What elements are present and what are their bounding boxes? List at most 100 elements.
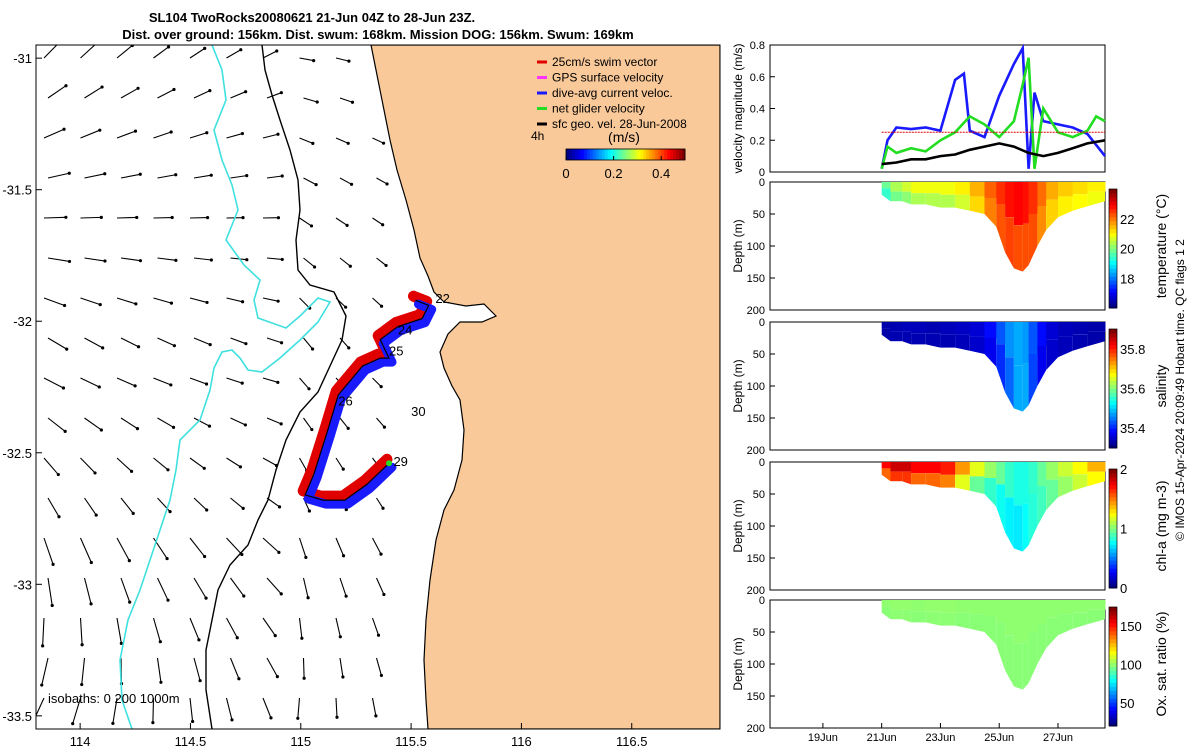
current-vector-head: [310, 347, 315, 351]
current-vector: [372, 297, 382, 307]
current-vector-head: [244, 342, 248, 346]
section-colorbar-cell: [1109, 292, 1117, 297]
current-vector-head: [309, 224, 314, 228]
section-colorbar-cell: [1109, 432, 1117, 437]
section-colorbar-cell: [1109, 662, 1117, 667]
current-vector: [47, 497, 60, 518]
section-y-tick-label: 150: [747, 413, 765, 425]
velocity-y-label: velocity magnitude (m/s): [731, 43, 745, 173]
section-panel: 0 50 100 150 200 Depth (m) 50 100 150 Ox. sat. ra…: [731, 595, 1169, 735]
section-cell: [996, 600, 1006, 623]
map-x-tick-label: 116: [511, 734, 532, 749]
current-vector: [266, 417, 282, 425]
section-cell: [1046, 339, 1058, 370]
current-vector-head: [170, 215, 174, 220]
current-vector-head: [209, 258, 213, 262]
section-panel: 0 50 100 150 200 Depth (m) 35.4 35.6 35.8 salinit…: [731, 317, 1169, 457]
section-colorbar-cell: [1109, 384, 1117, 389]
section-cell: [1037, 624, 1047, 664]
current-vector-head: [130, 45, 134, 48]
section-colorbar-cell: [1109, 544, 1117, 549]
current-vector: [335, 57, 350, 62]
legend-label: sfc geo. vel. 28-Jun-2008: [552, 117, 687, 131]
current-vector: [230, 91, 246, 99]
copyright-note: © IMOS 15-Apr-2024 20:09:49 Hobart time.…: [1173, 239, 1187, 541]
current-vector-head: [207, 424, 212, 428]
colorbar-cell: [640, 149, 644, 160]
current-vector-head: [202, 466, 206, 470]
current-vector-head: [56, 472, 60, 477]
section-colorbar-cell: [1109, 336, 1117, 342]
current-vector-head: [80, 682, 84, 687]
current-vector-head: [169, 130, 173, 134]
section-cell: [1013, 600, 1024, 644]
speed-label: 4h: [531, 129, 544, 143]
map-x-tick-label: 114: [70, 734, 91, 749]
current-vector-head: [279, 91, 283, 95]
colorbar-cell: [625, 149, 629, 160]
section-cell: [890, 609, 903, 620]
section-cell: [969, 476, 985, 494]
section-colorbar-cell: [1109, 532, 1117, 537]
current-vector-head: [244, 90, 248, 94]
map-frame: [35, 44, 721, 730]
colorbar-tick-label: 0.4: [652, 166, 670, 181]
section-colorbar-cell: [1109, 638, 1117, 644]
section-cell: [940, 334, 956, 348]
section-colorbar-cell: [1109, 564, 1117, 569]
section-cell: [996, 344, 1006, 393]
section-cell: [881, 606, 891, 620]
current-vector: [42, 617, 45, 646]
current-vector-head: [103, 172, 107, 176]
current-vector: [43, 457, 59, 475]
section-colorbar-cell: [1109, 658, 1117, 664]
current-vector: [299, 137, 314, 144]
section-colorbar-cell: [1109, 718, 1117, 723]
current-vector-head: [101, 346, 105, 350]
current-vector-head: [174, 173, 178, 177]
figure-title-line1: SL104 TwoRocks20080621 21-Jun 04Z to 28-…: [149, 10, 475, 25]
time-tick-label: 19Jun: [808, 732, 838, 744]
section-y-tick-label: 0: [759, 317, 765, 329]
section-cell: [996, 484, 1006, 533]
current-vector-head: [276, 299, 280, 303]
current-vector-head: [158, 640, 162, 644]
section-cell: [911, 611, 926, 623]
section-colorbar-cell: [1109, 706, 1117, 711]
current-vector: [376, 417, 385, 428]
current-vector-head: [279, 341, 284, 345]
current-vector: [157, 257, 176, 261]
current-vector: [302, 657, 305, 679]
section-cell: [940, 612, 956, 626]
section-cell: [1028, 462, 1038, 494]
current-vector: [43, 537, 54, 565]
section-cell: [1005, 600, 1015, 636]
current-vector-head: [341, 675, 345, 679]
current-vector-head: [205, 300, 209, 305]
track-day-label: 22: [435, 291, 449, 306]
section-cell: [940, 322, 956, 335]
section-cell: [969, 322, 986, 337]
colorbar-cell: [652, 149, 656, 160]
current-vector: [262, 537, 280, 553]
current-vector: [303, 417, 313, 430]
current-vector: [43, 128, 65, 139]
current-vector-head: [243, 423, 247, 427]
section-colorbar-tick-label: 20: [1120, 242, 1134, 257]
section-colorbar-cell: [1109, 204, 1117, 210]
section-cell: [1072, 600, 1088, 613]
section-cell: [940, 474, 956, 488]
current-vector: [226, 49, 242, 59]
current-vector: [116, 297, 137, 305]
colorbar-cell: [661, 149, 665, 160]
section-colorbar-cell: [1109, 694, 1117, 699]
section-colorbar-cell: [1109, 496, 1117, 502]
isobath-200m: [205, 45, 347, 729]
current-vector: [375, 657, 382, 676]
section-cell: [1072, 474, 1088, 491]
current-vector: [116, 537, 130, 561]
current-vector-head: [58, 41, 61, 44]
map-axes: 114 114.5 115 115.5 116 116.5 -31 -31.5 -32 -32.5…: [2, 51, 647, 749]
section-cell: [955, 322, 971, 335]
current-vector-head: [240, 131, 245, 136]
